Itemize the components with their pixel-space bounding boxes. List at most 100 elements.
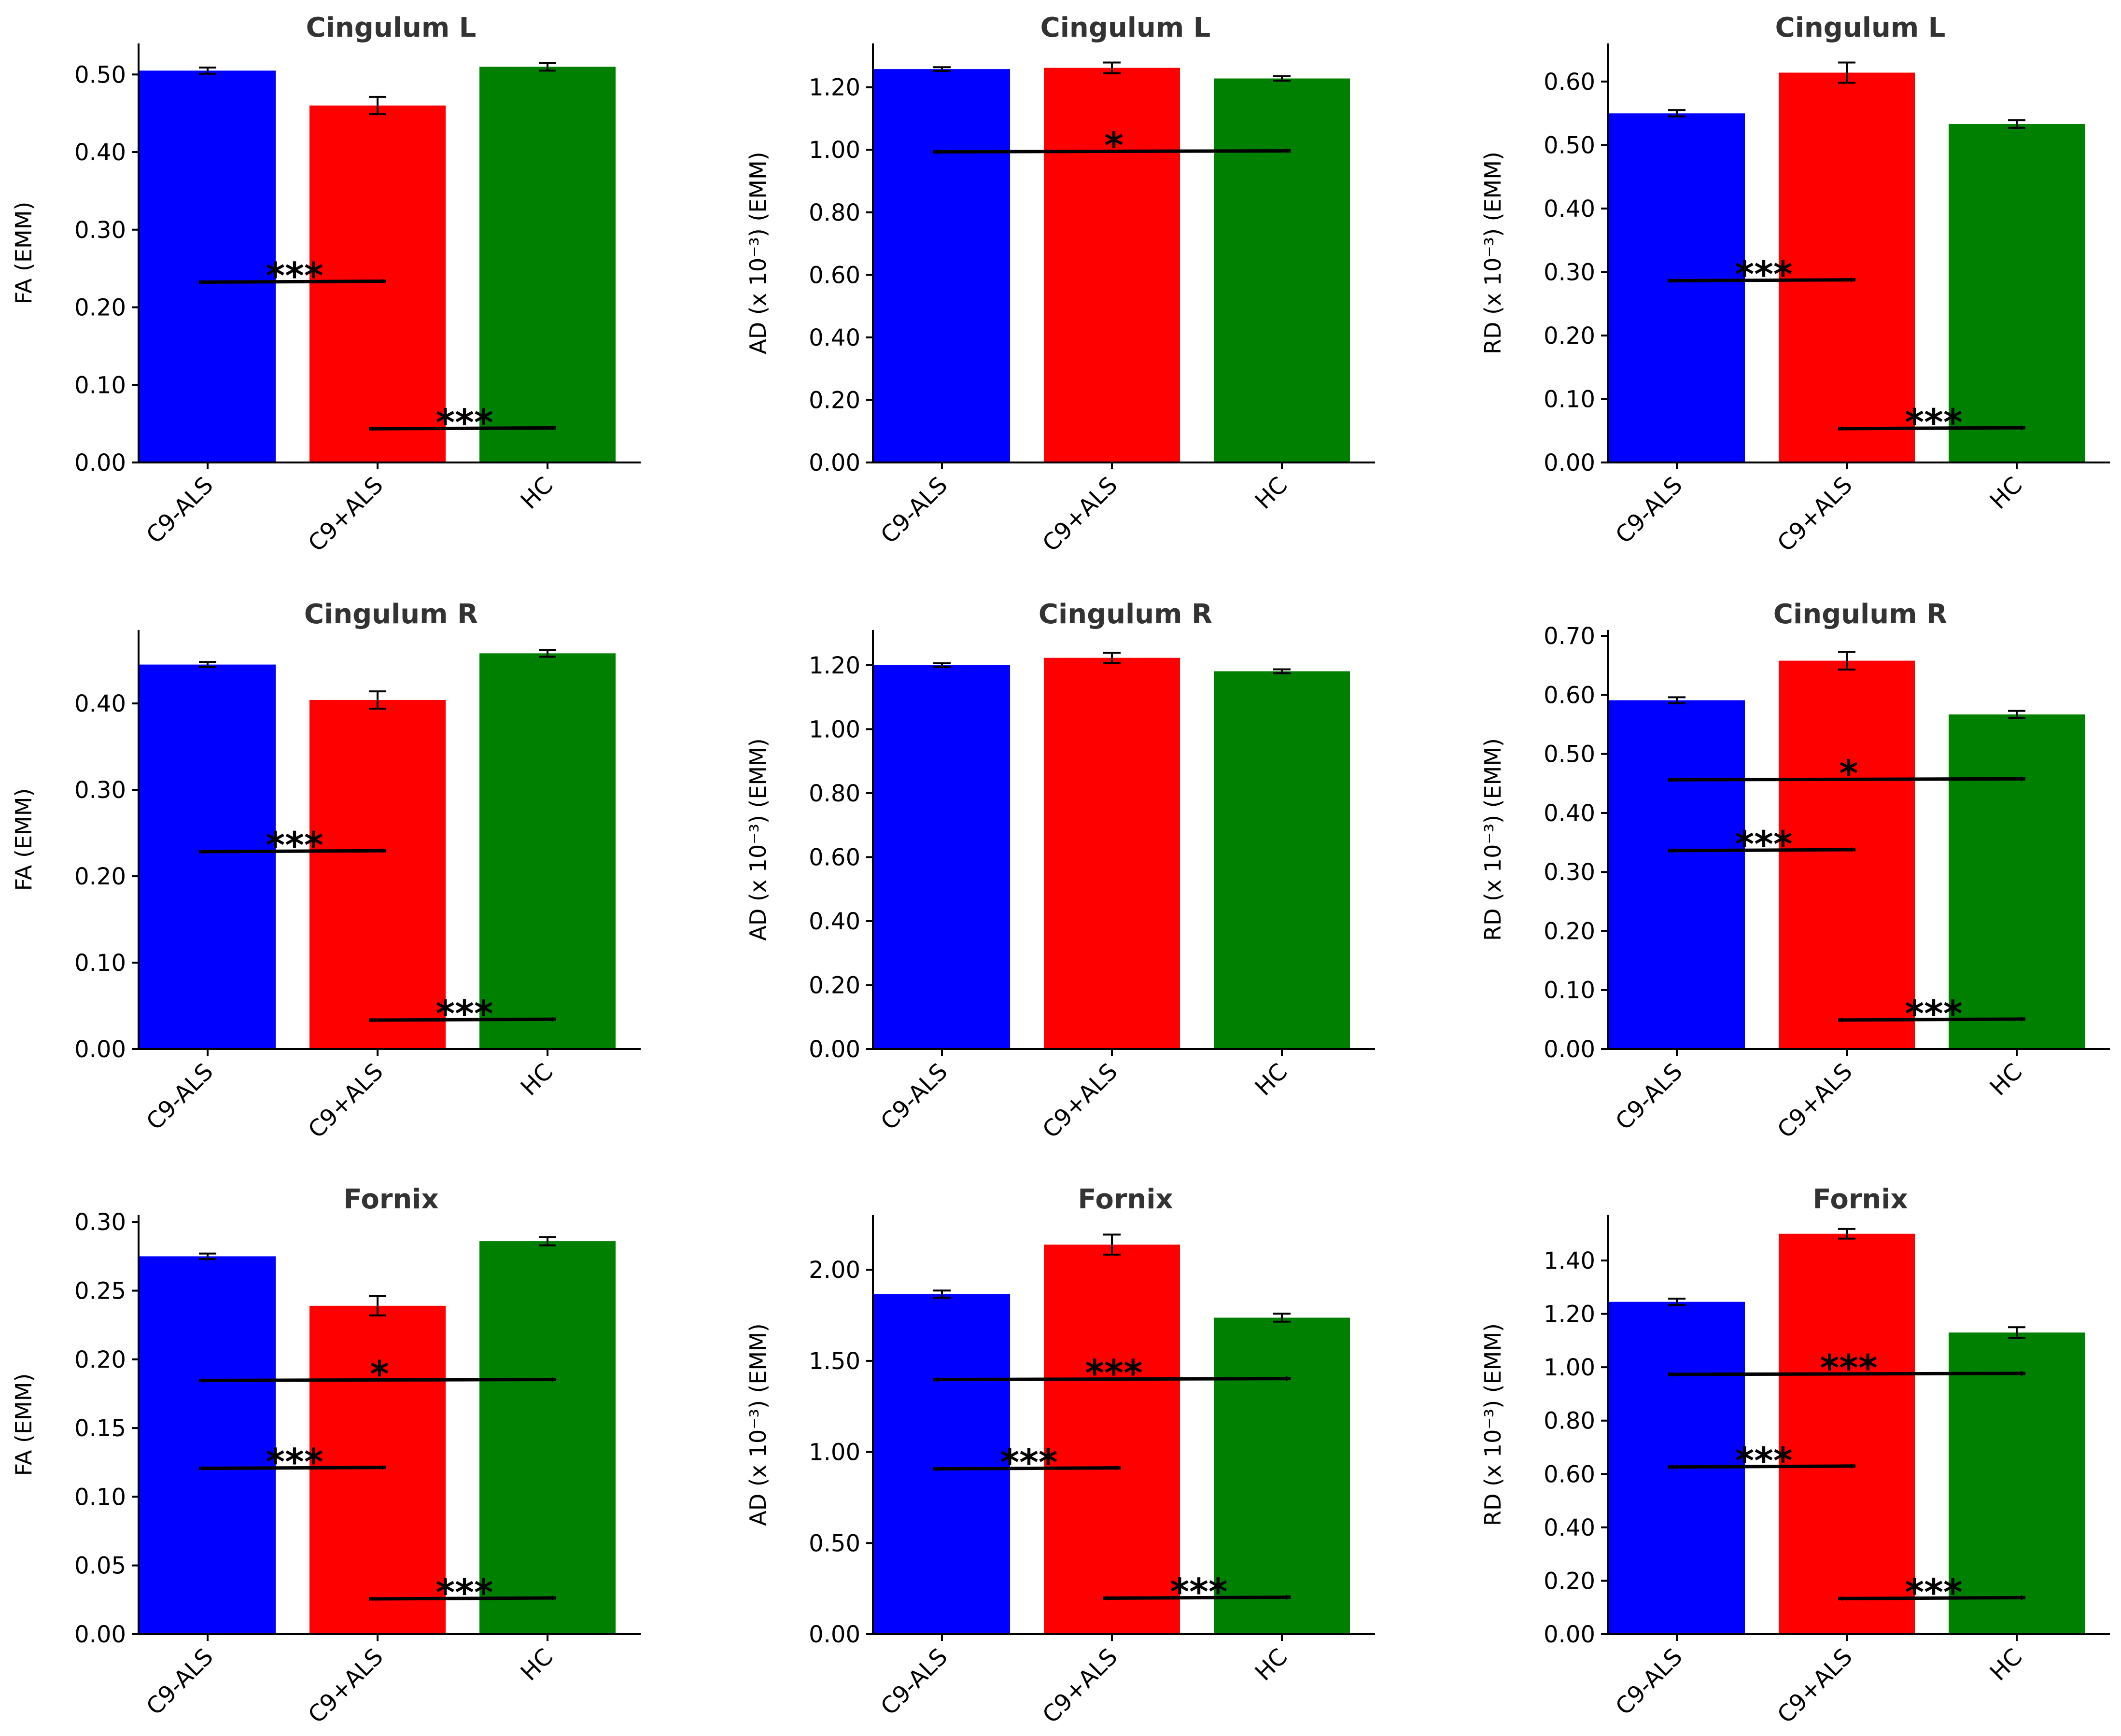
chart-title: Fornix — [1812, 1184, 1908, 1215]
error-bar — [369, 96, 386, 115]
bar-c9-als — [140, 1256, 276, 1634]
significance-arrow — [1668, 1463, 1856, 1470]
chart-title: Cingulum R — [1773, 599, 1947, 630]
y-tick-label: 0.00 — [1544, 1621, 1595, 1648]
chart-panel-8: Fornix 0.00 0.50 1.00 1.50 2.00 C9-ALS C9+ALS HC… — [745, 1184, 1375, 1729]
y-tick-label: 0.60 — [809, 262, 860, 289]
x-tick-label: C9+ALS — [303, 472, 388, 557]
y-tick-label: 0.20 — [74, 863, 126, 890]
significance-arrow — [1838, 425, 2026, 431]
error-bar — [2008, 119, 2025, 129]
x-tick-label: C9+ALS — [303, 1643, 388, 1729]
significance-arrow — [1668, 847, 1856, 853]
significance-label: *** — [435, 401, 493, 444]
y-tick-label: 0.60 — [1544, 69, 1595, 96]
x-tick-label: HC — [1985, 1058, 2028, 1101]
significance-label: * — [1104, 124, 1124, 167]
bar-hc — [1214, 671, 1350, 1049]
x-tick-label: C9+ALS — [1772, 472, 1857, 557]
significance-label: *** — [1735, 1439, 1792, 1482]
significance-label: *** — [435, 992, 493, 1035]
x-tick-label: C9+ALS — [1037, 1058, 1123, 1144]
y-tick-label: 0.00 — [1544, 1036, 1595, 1063]
x-tick-label: HC — [516, 1058, 559, 1101]
y-axis-label: AD (x 10⁻³) (EMM) — [745, 152, 771, 354]
y-tick-label: 1.00 — [809, 1439, 860, 1466]
bar-c9-als — [140, 664, 276, 1049]
bar-hc — [1949, 124, 2085, 462]
y-tick-label: 0.00 — [74, 449, 126, 476]
error-bar — [1273, 75, 1291, 82]
y-tick-label: 1.00 — [809, 716, 860, 743]
bar-hc — [479, 653, 616, 1049]
error-bar — [933, 66, 951, 72]
x-tick-label: C9-ALS — [141, 472, 218, 549]
error-bar — [1838, 651, 1855, 671]
significance-arrow — [198, 848, 387, 854]
x-tick-label: C9+ALS — [1772, 1058, 1857, 1144]
y-tick-label: 0.60 — [809, 844, 860, 871]
error-bar — [199, 1252, 216, 1260]
error-bar — [2008, 1326, 2025, 1339]
x-tick-label: C9+ALS — [1772, 1643, 1857, 1729]
significance-arrow — [198, 1377, 557, 1383]
y-tick-label: 0.20 — [809, 972, 860, 999]
significance-arrow — [368, 1017, 557, 1023]
y-tick-label: 0.10 — [1544, 977, 1595, 1004]
y-axis-label: FA (EMM) — [11, 788, 37, 891]
chart-panel-9: Fornix 0.00 0.20 0.40 0.60 0.80 1.00 1.20 1.40 C9… — [1480, 1184, 2110, 1729]
y-tick-label: 0.10 — [74, 372, 126, 399]
significance-arrow — [198, 279, 387, 285]
error-bar — [1103, 652, 1121, 664]
x-tick-label: C9-ALS — [141, 1643, 218, 1721]
y-tick-label: 0.20 — [809, 387, 860, 414]
y-axis-label: AD (x 10⁻³) (EMM) — [745, 1323, 771, 1526]
error-bar — [369, 690, 386, 710]
error-bar — [1273, 1313, 1291, 1323]
y-tick-label: 0.00 — [809, 1036, 860, 1063]
bar-c9-als — [1044, 658, 1180, 1049]
error-bar — [1838, 61, 1855, 84]
y-axis-label: RD (x 10⁻³) (EMM) — [1480, 152, 1506, 354]
y-tick-label: 0.40 — [74, 139, 126, 166]
chart-title: Fornix — [1078, 1184, 1173, 1215]
error-bar — [199, 661, 216, 668]
x-tick-label: C9-ALS — [141, 1058, 218, 1135]
significance-label: *** — [1905, 401, 1962, 444]
significance-arrow — [198, 1465, 387, 1471]
bar-c9-als — [1779, 660, 1915, 1049]
error-bar — [539, 649, 556, 658]
x-tick-label: C9+ALS — [303, 1058, 388, 1144]
bar-hc — [1214, 1317, 1350, 1634]
significance-label: *** — [1820, 1346, 1877, 1389]
y-axis-label: RD (x 10⁻³) (EMM) — [1480, 738, 1506, 941]
chart-panel-3: Cingulum L 0.00 0.10 0.20 0.30 0.40 0.50 0.60 C9… — [1480, 12, 2110, 557]
chart-panel-4: Cingulum R 0.00 0.10 0.20 0.30 0.40 C9-ALS C9+A… — [11, 599, 641, 1144]
y-tick-label: 1.50 — [809, 1348, 860, 1375]
bar-c9-als — [140, 70, 276, 462]
chart-panel-6: Cingulum R 0.00 0.10 0.20 0.30 0.40 0.50 0.60 0.… — [1480, 599, 2110, 1144]
x-tick-label: HC — [1250, 1058, 1293, 1101]
significance-arrow — [933, 148, 1291, 154]
y-tick-label: 0.40 — [809, 324, 860, 351]
y-tick-label: 0.00 — [74, 1621, 126, 1648]
bar-c9-als — [1609, 113, 1745, 462]
y-tick-label: 0.10 — [1544, 386, 1595, 413]
y-tick-label: 0.15 — [74, 1415, 126, 1442]
y-axis-label: RD (x 10⁻³) (EMM) — [1480, 1323, 1506, 1526]
y-tick-label: 0.20 — [1544, 322, 1595, 350]
bar-hc — [1949, 1332, 2085, 1634]
chart-panel-2: Cingulum L 0.00 0.20 0.40 0.60 0.80 1.00 1.20 C9… — [745, 12, 1375, 557]
y-tick-label: 0.40 — [1544, 1514, 1595, 1541]
y-tick-label: 0.40 — [809, 908, 860, 935]
x-tick-label: C9-ALS — [1610, 472, 1687, 549]
significance-arrow — [368, 1596, 557, 1601]
y-tick-label: 0.60 — [1544, 682, 1595, 709]
significance-label: * — [370, 1353, 389, 1396]
chart-title: Cingulum L — [1775, 12, 1946, 43]
y-tick-label: 0.30 — [1544, 859, 1595, 886]
y-tick-label: 0.40 — [1544, 800, 1595, 827]
chart-title: Cingulum R — [1039, 599, 1212, 630]
significance-arrow — [1668, 776, 2026, 783]
y-tick-label: 0.30 — [74, 217, 126, 244]
